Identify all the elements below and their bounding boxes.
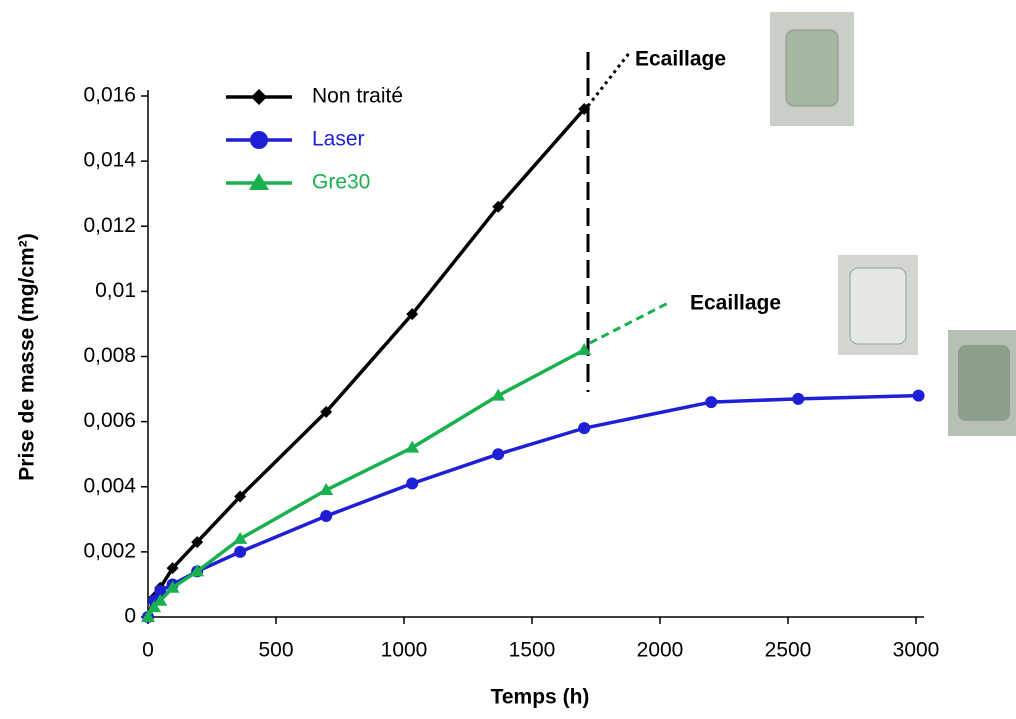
x-tick-label: 500	[258, 639, 293, 662]
point	[491, 388, 506, 401]
y-tick-label: 0,012	[83, 214, 136, 237]
sample-photo	[785, 29, 839, 107]
point	[406, 477, 419, 490]
x-tick-label: 1000	[381, 639, 428, 662]
point	[577, 342, 592, 355]
point	[405, 440, 420, 453]
point	[578, 103, 591, 116]
x-tick-label: 3000	[893, 639, 940, 662]
point	[154, 584, 167, 597]
y-tick-label: 0,016	[83, 84, 136, 107]
y-tick-label: 0,002	[83, 539, 136, 562]
y-tick-label: 0	[124, 605, 136, 628]
y-axis-title: Prise de masse (mg/cm²)	[16, 233, 39, 480]
point	[153, 593, 168, 606]
y-tick-label: 0,014	[83, 149, 136, 172]
sample-photo	[958, 345, 1010, 421]
point	[792, 392, 805, 405]
extrapolation	[589, 300, 671, 345]
extrapolation	[586, 51, 632, 107]
y-tick-label: 0,008	[83, 344, 136, 367]
x-tick-label: 1500	[509, 639, 556, 662]
point	[165, 580, 180, 593]
legend-label: Non traité	[312, 85, 403, 108]
point	[492, 448, 505, 461]
series-line	[146, 348, 586, 618]
y-tick-label: 0,004	[83, 474, 136, 497]
x-tick-label: 0	[142, 639, 154, 662]
legend-label: Gre30	[312, 171, 370, 194]
y-tick-label: 0,01	[95, 279, 136, 302]
point	[141, 610, 155, 622]
x-tick-label: 2000	[637, 639, 684, 662]
point	[234, 490, 247, 503]
point	[234, 545, 247, 558]
point	[319, 483, 334, 496]
point	[578, 422, 591, 435]
point	[147, 600, 162, 613]
annotation: Ecaillage	[690, 292, 781, 315]
x-tick-label: 2500	[765, 639, 812, 662]
annotation: Ecaillage	[635, 48, 726, 71]
sample-photo	[849, 267, 907, 345]
x-axis-title: Temps (h)	[491, 686, 590, 709]
legend-label: Laser	[312, 128, 365, 151]
point	[191, 536, 204, 549]
legend-marker	[250, 131, 268, 149]
legend-marker	[249, 173, 269, 190]
series-line	[146, 393, 919, 618]
point	[912, 389, 925, 402]
point	[233, 531, 248, 544]
y-tick-label: 0,006	[83, 409, 136, 432]
point	[320, 510, 333, 523]
legend-marker	[251, 89, 267, 105]
point	[190, 564, 205, 577]
point	[166, 562, 179, 575]
point	[492, 200, 505, 213]
point	[320, 405, 333, 418]
point	[406, 308, 419, 321]
point	[705, 396, 718, 409]
